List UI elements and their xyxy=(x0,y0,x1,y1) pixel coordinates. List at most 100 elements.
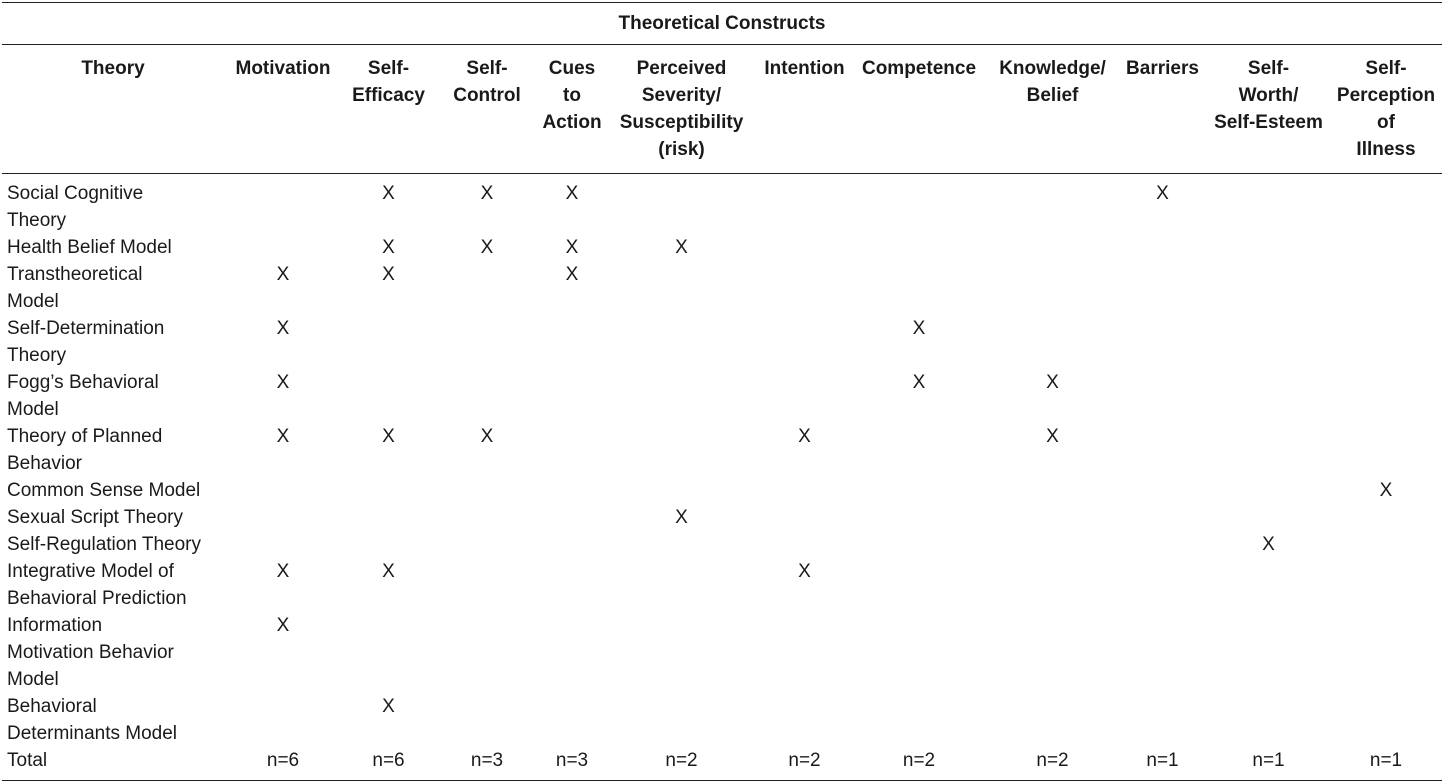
table-body: Social Cognitive Theory X X X X Health Belief … xyxy=(2,174,1442,781)
construct-mark xyxy=(224,504,342,531)
construct-mark xyxy=(758,369,851,423)
construct-mark xyxy=(1118,531,1207,558)
column-header: Intention xyxy=(758,44,851,174)
construct-mark xyxy=(851,504,987,531)
theory-name: Social Cognitive Theory xyxy=(7,183,144,231)
construct-mark xyxy=(605,423,758,477)
construct-mark xyxy=(1207,261,1330,315)
construct-mark xyxy=(851,423,987,477)
construct-mark xyxy=(435,558,539,612)
theory-name: Information Motivation Behavior Model xyxy=(7,615,174,690)
column-header: Self- Perception of Illness xyxy=(1330,44,1442,174)
construct-mark: X xyxy=(276,426,290,447)
construct-mark xyxy=(758,477,851,504)
theory-name: Transtheoretical Model xyxy=(7,264,143,312)
construct-mark xyxy=(605,477,758,504)
construct-mark: X xyxy=(912,318,926,339)
construct-mark xyxy=(342,504,435,531)
construct-mark: X xyxy=(276,264,290,285)
construct-mark xyxy=(758,174,851,235)
construct-mark xyxy=(605,261,758,315)
construct-mark xyxy=(987,531,1118,558)
column-header: Knowledge/Belief xyxy=(987,44,1118,174)
construct-mark xyxy=(987,504,1118,531)
construct-mark xyxy=(987,558,1118,612)
column-header: Cues to Action xyxy=(539,44,605,174)
construct-mark xyxy=(605,693,758,747)
column-header-row: Theory Motivation Self- Efficacy Self- Contro… xyxy=(2,44,1442,174)
construct-mark xyxy=(1330,315,1442,369)
table-row: Information Motivation Behavior Model X xyxy=(2,612,1442,693)
construct-mark xyxy=(435,504,539,531)
construct-mark xyxy=(1118,558,1207,612)
construct-mark xyxy=(1118,504,1207,531)
column-header: Motivation xyxy=(224,44,342,174)
theory-name: Sexual Script Theory xyxy=(7,507,184,528)
table-row: Common Sense Model X xyxy=(2,477,1442,504)
construct-mark xyxy=(342,369,435,423)
construct-mark xyxy=(758,234,851,261)
total-value: n=1 xyxy=(1207,747,1330,781)
construct-mark xyxy=(605,612,758,693)
construct-mark xyxy=(851,234,987,261)
construct-mark xyxy=(1118,612,1207,693)
construct-mark xyxy=(224,477,342,504)
table-row: Behavioral Determinants Model X xyxy=(2,693,1442,747)
construct-mark xyxy=(1118,261,1207,315)
construct-mark xyxy=(851,693,987,747)
construct-mark xyxy=(1207,174,1330,235)
total-value: n=2 xyxy=(987,747,1118,781)
construct-mark xyxy=(605,315,758,369)
theory-name: Common Sense Model xyxy=(7,480,201,501)
construct-mark xyxy=(851,612,987,693)
total-row: Total n=6 n=6 n=3 n=3 n=2 n=2 n=2 n=2 n=1 n=1 n=1 xyxy=(2,747,1442,781)
construct-mark xyxy=(539,504,605,531)
construct-mark xyxy=(435,369,539,423)
construct-mark: X xyxy=(276,615,290,636)
construct-mark xyxy=(1207,369,1330,423)
construct-mark xyxy=(539,612,605,693)
construct-mark: X xyxy=(798,426,811,447)
construct-mark xyxy=(1118,423,1207,477)
construct-mark: X xyxy=(382,264,395,285)
theory-name: Health Belief Model xyxy=(7,237,172,258)
total-value: n=2 xyxy=(605,747,758,781)
construct-mark xyxy=(1118,369,1207,423)
construct-mark xyxy=(605,369,758,423)
construct-mark xyxy=(605,174,758,235)
construct-mark xyxy=(987,612,1118,693)
construct-mark xyxy=(987,261,1118,315)
construct-mark: X xyxy=(798,561,811,582)
construct-mark xyxy=(605,531,758,558)
construct-mark xyxy=(987,174,1118,235)
group-header: Theoretical Constructs xyxy=(2,2,1442,45)
construct-mark xyxy=(987,234,1118,261)
construct-mark: X xyxy=(1046,426,1059,447)
construct-mark xyxy=(539,693,605,747)
construct-mark: X xyxy=(382,237,395,258)
construct-mark xyxy=(1207,693,1330,747)
column-header: Theory xyxy=(2,44,224,174)
construct-mark xyxy=(539,477,605,504)
construct-mark: X xyxy=(480,183,494,204)
construct-mark xyxy=(605,558,758,612)
construct-mark xyxy=(1330,234,1442,261)
construct-mark xyxy=(435,477,539,504)
construct-mark xyxy=(1330,369,1442,423)
construct-mark xyxy=(758,315,851,369)
theory-name: Behavioral Determinants Model xyxy=(7,696,178,744)
construct-mark xyxy=(1207,234,1330,261)
construct-mark xyxy=(539,369,605,423)
construct-mark xyxy=(758,531,851,558)
column-header: Barriers xyxy=(1118,44,1207,174)
total-value: n=3 xyxy=(435,747,539,781)
construct-mark: X xyxy=(1262,534,1275,555)
column-header: Self- Efficacy xyxy=(342,44,435,174)
construct-mark: X xyxy=(1379,480,1393,501)
construct-mark xyxy=(224,174,342,235)
construct-mark xyxy=(1330,558,1442,612)
construct-mark xyxy=(1330,693,1442,747)
construct-mark xyxy=(758,504,851,531)
table-row: Self-Regulation Theory X xyxy=(2,531,1442,558)
